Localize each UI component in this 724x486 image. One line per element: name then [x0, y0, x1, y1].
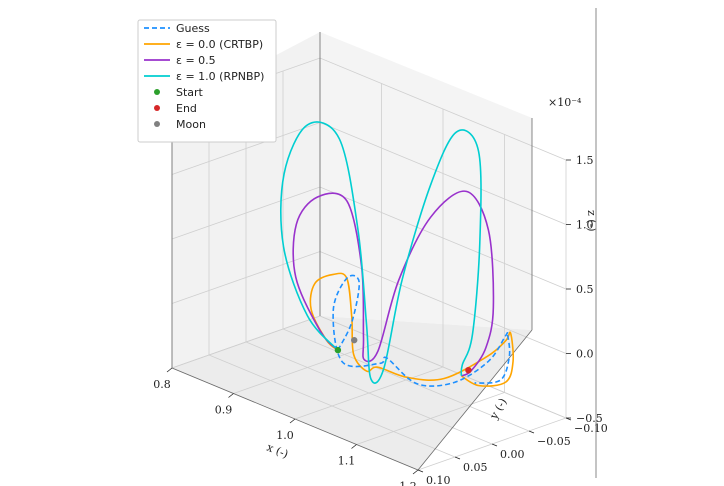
legend-label: ε = 1.0 (RPNBP) — [176, 70, 264, 83]
series-line-0-0-crtbp — [309, 272, 515, 387]
legend-label: Guess — [176, 22, 210, 35]
legend-box — [137, 19, 277, 143]
marker-layer — [334, 336, 472, 374]
x-tick-mark — [412, 469, 419, 475]
marker-end — [465, 366, 472, 374]
z-axis-label: z (-) — [585, 210, 598, 232]
x-axis-label: x (-) — [265, 441, 290, 461]
x-tick-label: 1.1 — [338, 455, 356, 468]
z-tick-label: 1.0 — [576, 219, 594, 232]
y-tick-label: 0.10 — [426, 474, 451, 486]
y-tick-mark — [417, 469, 424, 473]
legend-marker — [154, 121, 160, 127]
x-tick-mark — [228, 393, 234, 398]
x-tick-mark — [166, 367, 173, 373]
marker-moon — [351, 336, 358, 344]
z-tick-label: 1.5 — [576, 154, 594, 167]
legend-label: Moon — [176, 118, 206, 131]
y-tick-label: 0.00 — [500, 448, 525, 461]
series-line-1-0-rpnbp — [279, 121, 482, 384]
y-tick-label: 0.05 — [463, 461, 488, 474]
legend-marker — [154, 105, 160, 111]
marker-start — [334, 346, 342, 354]
y-axis-label: y (-) — [487, 396, 510, 422]
y-axis-ticks: −0.10−0.05 0.00 0.05 0.10 — [417, 417, 608, 486]
series-line-guess — [332, 274, 511, 387]
z-tick-label: 0.0 — [576, 348, 594, 361]
x-tick-mark — [351, 444, 357, 449]
legend-label: ε = 0.0 (CRTBP) — [176, 38, 263, 51]
y-tick-mark — [454, 456, 461, 460]
legend: Guess ε = 0.0 (CRTBP) ε = 0.5 ε = 1.0 (RPNB… — [137, 19, 277, 143]
x-tick-label: 1.2 — [399, 480, 417, 486]
series-layer — [279, 121, 515, 387]
legend-marker — [154, 89, 160, 95]
x-tick-label: 1.0 — [276, 429, 294, 442]
y-tick-mark — [528, 430, 535, 434]
x-tick-label: 0.8 — [153, 378, 171, 391]
y-tick-label: −0.05 — [537, 435, 571, 448]
back-pane — [320, 32, 532, 330]
legend-label: End — [176, 102, 197, 115]
legend-label: Start — [176, 86, 204, 99]
legend-label: ε = 0.5 — [176, 54, 216, 67]
z-axis-ticks: −0.5 0.0 0.5 1.0 1.5 — [566, 154, 603, 425]
y-tick-label: −0.10 — [574, 422, 608, 435]
x-tick-label: 0.9 — [215, 404, 233, 417]
z-tick-label: 0.5 — [576, 283, 594, 296]
series-line-0-5 — [292, 190, 495, 377]
x-axis-ticks: 0.8 0.9 1.0 1.1 1.2 — [153, 367, 419, 486]
z-tick-label: −0.5 — [576, 412, 603, 425]
x-tick-mark — [289, 418, 296, 424]
floor-pane — [172, 316, 532, 470]
y-tick-mark — [491, 443, 498, 447]
z-axis-multiplier: ×10⁻⁴ — [548, 96, 582, 109]
